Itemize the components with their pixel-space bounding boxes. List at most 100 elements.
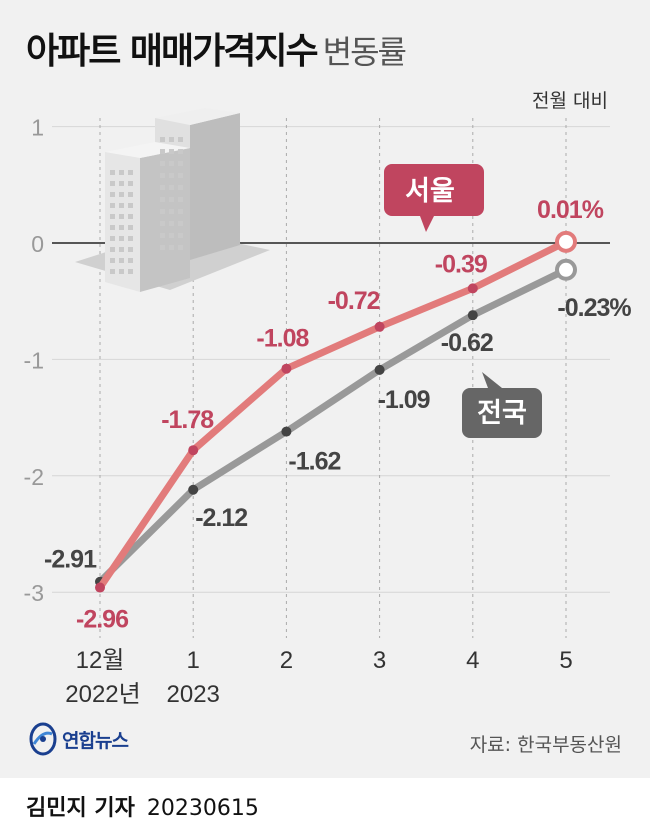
window (178, 137, 183, 142)
window (169, 161, 174, 166)
series-line-전국 (96, 266, 570, 586)
window (110, 181, 115, 186)
series-point (188, 445, 199, 456)
window (178, 185, 183, 190)
data-label: -2.12 (195, 504, 247, 532)
window (169, 245, 174, 250)
data-label: -2.91 (44, 546, 97, 574)
data-label: -1.62 (288, 448, 340, 476)
window (110, 269, 115, 274)
window (119, 192, 124, 197)
series-line-서울 (96, 238, 570, 592)
window (178, 161, 183, 166)
window (128, 247, 133, 252)
x-tick-label: 1 (187, 647, 200, 674)
series-point (374, 364, 385, 375)
window (128, 214, 133, 219)
source-note: 자료: 한국부동산원 (469, 734, 622, 756)
y-tick-label: -1 (24, 347, 44, 373)
data-label: -2.96 (76, 606, 128, 634)
window (128, 225, 133, 230)
window (119, 269, 124, 274)
x-tick-label: 4 (466, 647, 479, 674)
x-tick-label: 5 (559, 647, 572, 674)
year-label: 2023 (167, 681, 220, 708)
window (128, 203, 133, 208)
series-point (281, 363, 292, 374)
title-main: 아파트 매매가격지수 (26, 31, 319, 72)
callout-seoul-bubble (384, 164, 484, 232)
window (178, 173, 183, 178)
series-point (467, 283, 478, 294)
window (169, 137, 174, 142)
data-label: -1.78 (161, 406, 214, 434)
window (160, 233, 165, 238)
window (178, 245, 183, 250)
series-point (95, 582, 105, 593)
window (169, 209, 174, 214)
y-tick-label: 1 (31, 115, 44, 141)
window (178, 209, 183, 214)
logo-text: 연합뉴스 (62, 729, 129, 752)
logo-icon (29, 722, 57, 756)
window (119, 225, 124, 230)
window (128, 181, 133, 186)
chart-background (0, 0, 650, 778)
window (169, 233, 174, 238)
series-point (188, 484, 199, 495)
window (110, 247, 115, 252)
y-tick-label: -2 (24, 464, 44, 490)
data-label: -1.09 (378, 386, 430, 414)
data-label: -1.08 (256, 325, 309, 353)
window (119, 181, 124, 186)
title-sub: 변동률 (322, 33, 407, 71)
window (110, 170, 115, 175)
window (160, 221, 165, 226)
window (160, 185, 165, 190)
window (110, 225, 115, 230)
data-label: -0.39 (435, 250, 487, 278)
window (128, 269, 133, 274)
data-label: -0.62 (441, 329, 493, 357)
window (110, 214, 115, 219)
window (128, 258, 133, 263)
series-point (467, 310, 478, 321)
series-end-marker (555, 230, 577, 253)
window (119, 214, 124, 219)
window (119, 247, 124, 252)
x-tick-label: 3 (373, 647, 386, 674)
window (119, 170, 124, 175)
window (169, 185, 174, 190)
window (169, 173, 174, 178)
chart-title: 아파트 매매가격지수 변동률 (26, 22, 407, 74)
y-tick-label: -3 (24, 580, 44, 606)
window (160, 245, 165, 250)
window (160, 197, 165, 202)
window (119, 236, 124, 241)
window (128, 236, 133, 241)
data-label: 0.01% (537, 196, 604, 224)
window (169, 197, 174, 202)
y-tick-label: 0 (31, 231, 44, 257)
series-point (374, 321, 385, 332)
apartment-building-icon (75, 108, 270, 292)
window (160, 149, 165, 154)
data-label: -0.23% (557, 294, 631, 322)
window (160, 209, 165, 214)
window (160, 161, 165, 166)
window (178, 149, 183, 154)
window (169, 149, 174, 154)
x-tick-label: 12월 (76, 647, 125, 674)
series-end-marker (555, 258, 577, 281)
window (128, 192, 133, 197)
window (160, 173, 165, 178)
window (119, 258, 124, 263)
window (110, 203, 115, 208)
year-label: 2022년 (65, 681, 140, 708)
data-label: -0.72 (328, 287, 380, 315)
credit-line: 김민지 기자 20230615 (26, 790, 259, 822)
callout-national-bubble (462, 372, 542, 438)
window (178, 233, 183, 238)
window (178, 197, 183, 202)
